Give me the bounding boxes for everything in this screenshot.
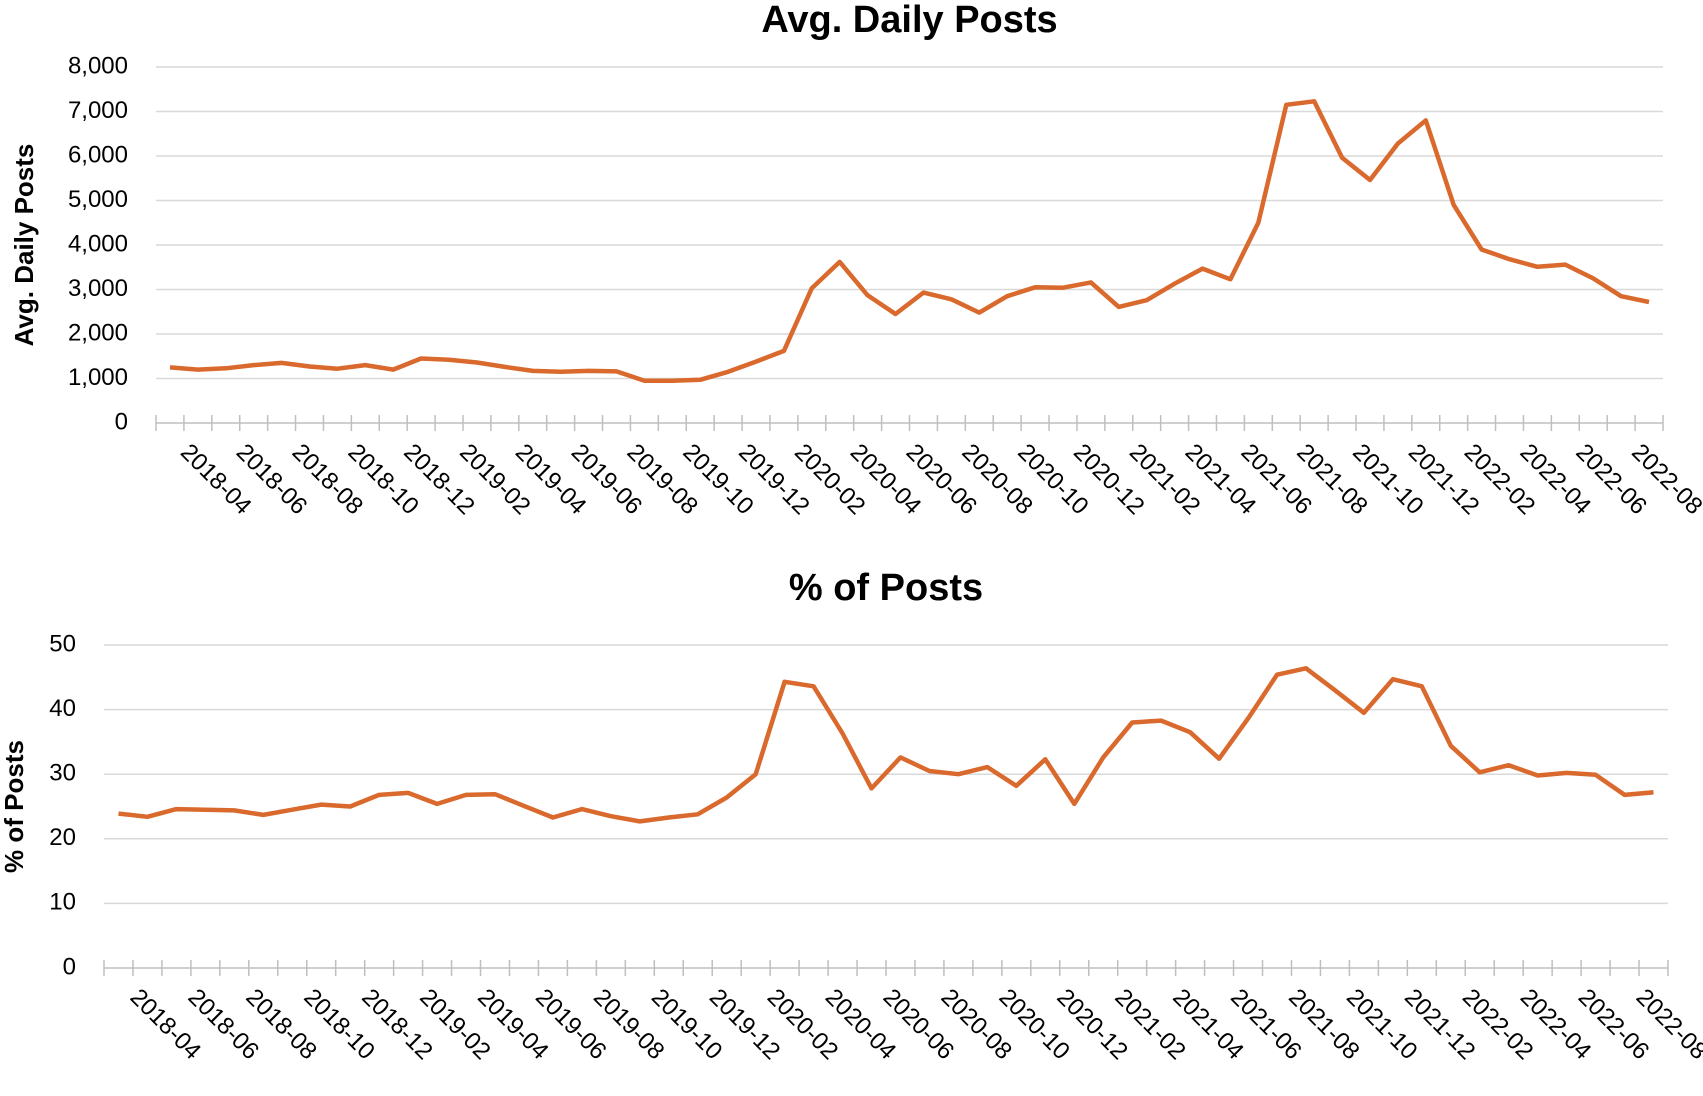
data-line	[169, 99, 1650, 383]
chart-title: % of Posts	[789, 567, 983, 609]
chart-title: Avg. Daily Posts	[761, 0, 1057, 41]
y-tick-label: 40	[49, 695, 76, 722]
y-tick-label: 50	[49, 630, 76, 657]
y-axis-label: % of Posts	[0, 740, 29, 873]
y-tick-label: 0	[115, 408, 128, 435]
chart: % of Posts% of Posts010203040502018-0420…	[0, 567, 1703, 1065]
y-tick-label: 8,000	[68, 52, 128, 79]
y-tick-label: 3,000	[68, 275, 128, 302]
y-tick-label: 20	[49, 824, 76, 851]
y-tick-label: 2,000	[68, 319, 128, 346]
y-tick-label: 10	[49, 889, 76, 916]
y-tick-label: 1,000	[68, 364, 128, 391]
y-tick-label: 5,000	[68, 186, 128, 213]
y-axis-label: Avg. Daily Posts	[9, 144, 39, 347]
y-tick-label: 30	[49, 760, 76, 787]
chart: Avg. Daily Posts Avg. Daily Posts 0 1,000 2,…	[9, 0, 1703, 520]
y-tick-label: 6,000	[68, 141, 128, 168]
data-line	[118, 666, 1654, 824]
y-tick-label: 4,000	[68, 230, 128, 257]
y-tick-label: 0	[63, 953, 76, 980]
y-tick-label: 7,000	[68, 97, 128, 124]
